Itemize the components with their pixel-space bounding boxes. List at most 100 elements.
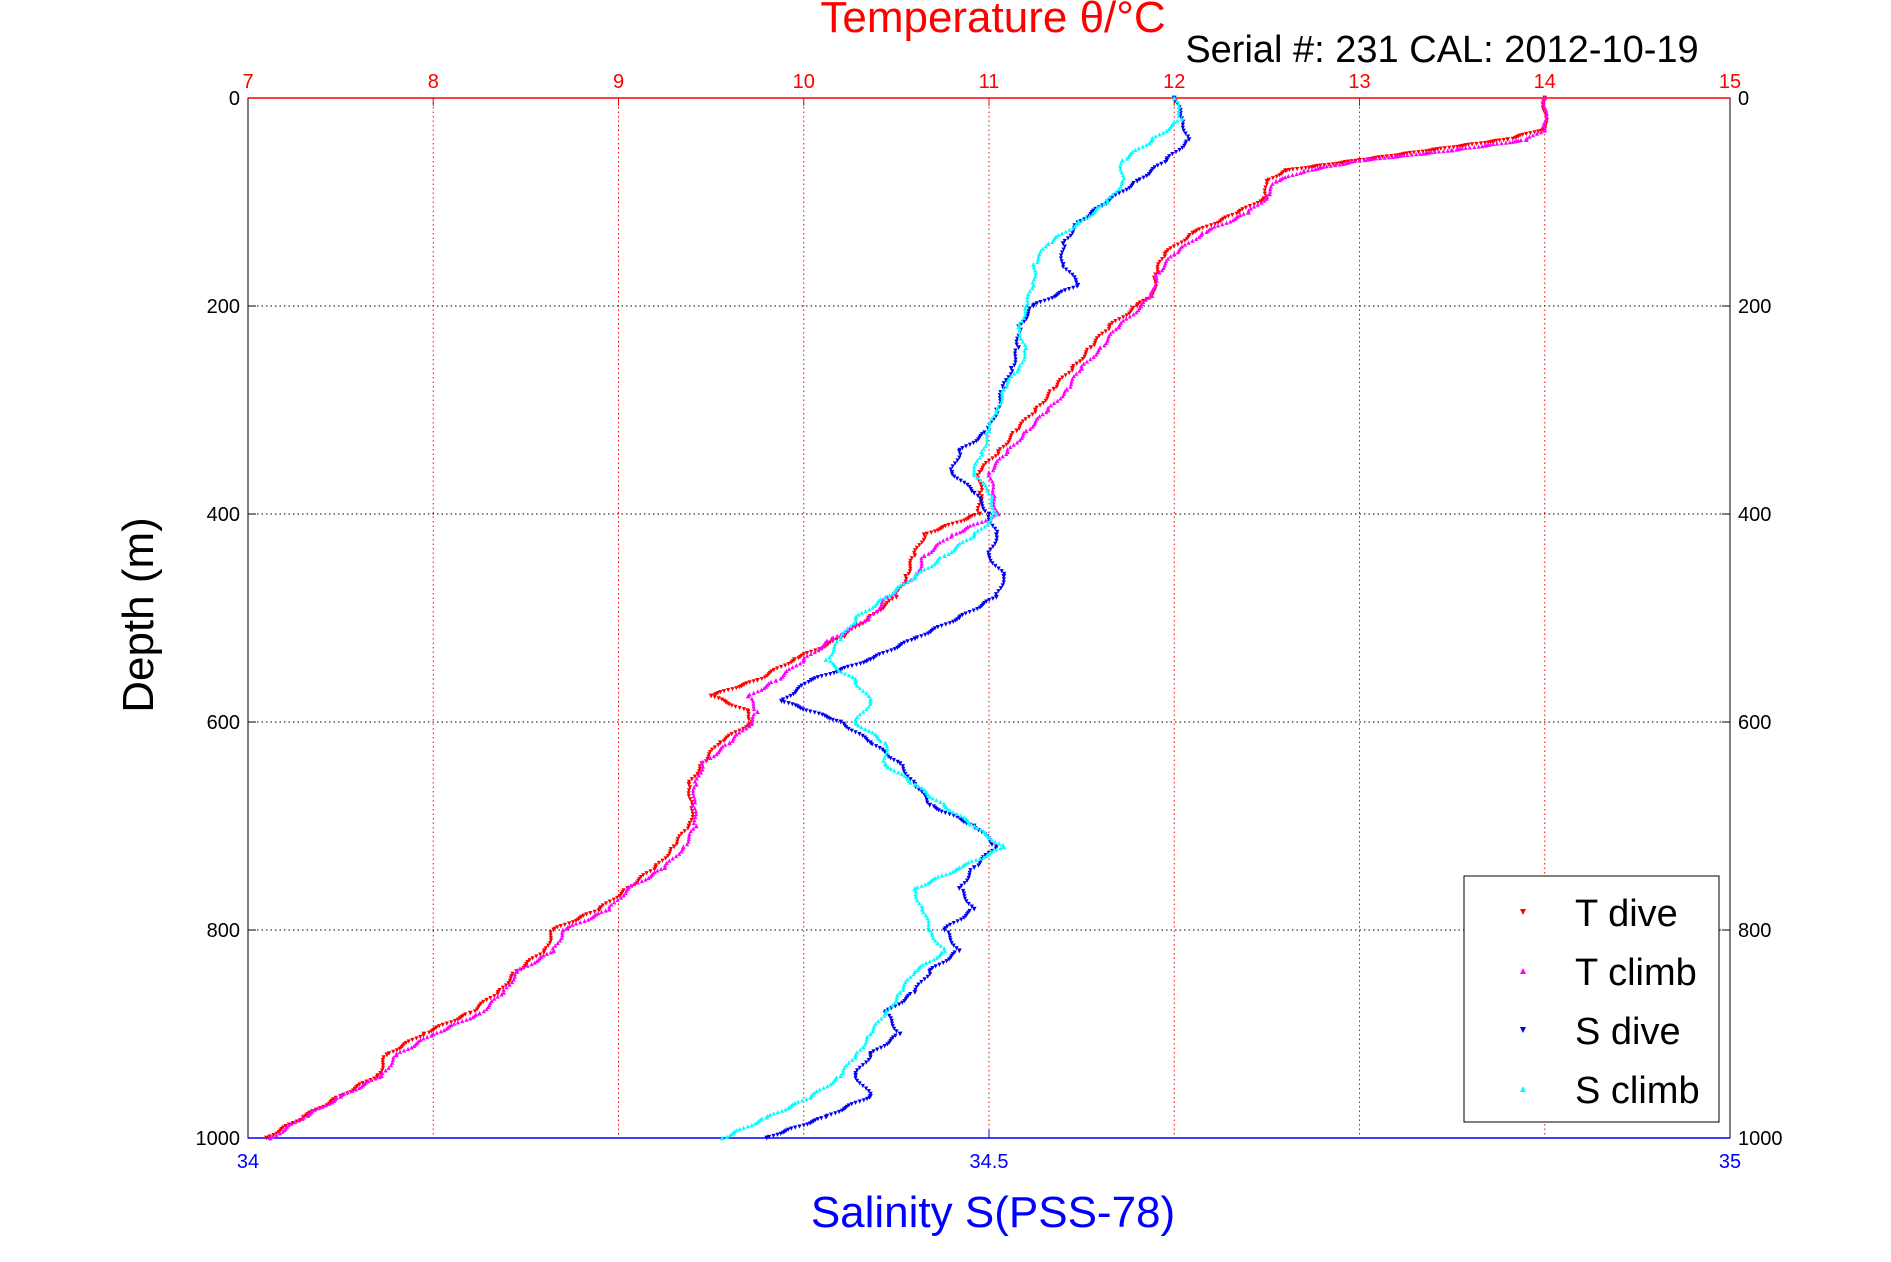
data-point [942,948,947,954]
data-marker [901,581,906,586]
data-marker [999,569,1004,574]
depth-tick-label-left: 400 [207,504,240,526]
data-marker [962,480,967,485]
data-marker [889,648,894,653]
data-marker [790,665,795,670]
data-marker [280,1129,285,1134]
data-marker [1175,242,1180,247]
data-marker [980,504,985,509]
data-marker [434,1030,439,1035]
data-marker [912,550,917,556]
data-marker [1051,400,1057,406]
data-marker [1334,161,1340,166]
data-marker [685,842,690,847]
data-point [921,532,927,538]
data-marker [1070,376,1075,381]
data-point [912,636,918,642]
data-marker [939,873,944,878]
series-s-dive [764,95,1192,1141]
data-marker [1267,192,1272,197]
data-marker [845,626,850,631]
data-marker [1084,347,1090,353]
data-marker [1313,166,1318,172]
data-marker [913,895,919,900]
data-marker [455,1017,461,1022]
data-point [942,553,947,558]
data-marker [1497,138,1502,143]
data-marker [1012,363,1017,368]
data-marker [993,541,998,546]
data-marker [779,664,784,670]
data-marker [975,521,980,526]
data-marker [931,547,936,553]
data-marker [951,619,956,624]
data-marker [1014,339,1019,344]
data-marker [414,1036,419,1041]
data-marker [1136,308,1141,313]
data-marker [383,1068,388,1073]
data-marker [812,710,817,715]
data-marker [1019,318,1024,323]
data-marker [1441,148,1446,154]
data-marker [792,1100,798,1105]
data-marker [927,794,933,799]
data-marker [567,921,572,926]
data-marker [969,514,974,519]
data-marker [504,985,509,990]
data-marker [1050,296,1055,301]
data-marker [656,860,662,866]
data-marker [1113,327,1119,332]
data-marker [1038,300,1043,305]
data-marker [737,730,742,735]
data-marker [1409,152,1414,157]
data-marker [1152,284,1157,289]
data-point [1051,386,1057,392]
data-marker [987,422,992,427]
data-marker [1218,219,1223,224]
data-marker [1544,108,1549,113]
data-marker [768,679,774,685]
data-marker [1294,166,1300,172]
data-marker [1390,154,1395,160]
data-marker [1168,254,1173,259]
data-marker [855,1068,860,1073]
data-marker [841,1107,847,1112]
series-t-climb [267,95,1550,1141]
depth-tick-label-right: 0 [1738,88,1749,110]
data-marker [1074,284,1080,289]
data-marker [978,827,984,832]
data-marker [1155,270,1160,275]
data-marker [1022,354,1027,359]
data-marker [463,1012,468,1017]
data-point [1079,366,1085,371]
data-marker [861,1098,866,1103]
data-marker [1023,417,1028,422]
data-marker [857,686,862,691]
data-marker [1001,444,1006,450]
data-marker [888,756,893,761]
data-marker [449,1020,454,1025]
data-marker [1050,239,1055,244]
data-marker [555,940,560,946]
data-marker [935,528,941,533]
data-marker [954,531,959,536]
data-marker [821,1085,826,1090]
data-marker [909,556,914,561]
data-marker [1113,192,1118,198]
data-point [956,948,962,954]
data-marker [662,863,668,868]
data-marker [1134,310,1139,315]
data-marker [621,893,626,898]
data-marker [864,691,869,696]
data-marker [1194,228,1199,233]
data-marker [750,699,756,704]
data-marker [1033,271,1038,276]
data-marker [943,622,948,627]
data-marker [892,589,897,595]
data-marker [1030,286,1035,291]
data-marker [1031,265,1037,270]
data-marker [862,726,868,732]
data-marker [752,1121,758,1126]
data-marker [868,696,873,701]
data-marker [296,1118,301,1123]
